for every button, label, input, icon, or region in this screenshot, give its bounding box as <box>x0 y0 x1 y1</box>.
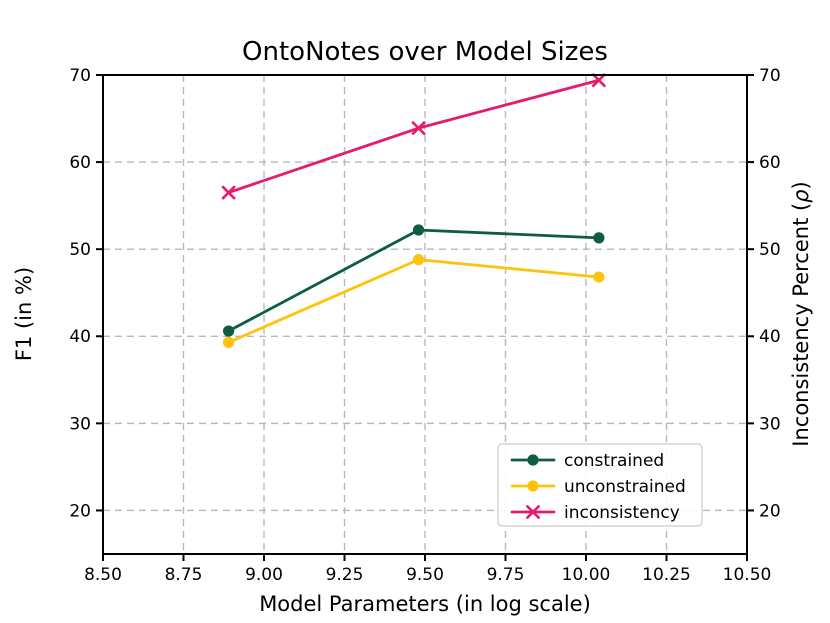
chart-render-layer: 8.50 8.75 9.00 9.25 9.50 9.75 10.00 10.25 10.50 2… <box>69 66 780 585</box>
chart-title: OntoNotes over Model Sizes <box>242 37 608 67</box>
legend-box <box>497 443 703 527</box>
x-axis-label: Model Parameters (in log scale) <box>259 592 591 616</box>
tick-labels: 8.50 8.75 9.00 9.25 9.50 9.75 10.00 10.25 10.50 2… <box>69 66 780 585</box>
y-tick-label-left: 70 <box>69 66 91 86</box>
x-tick-label: 8.75 <box>165 565 203 585</box>
data-point-inconsistency <box>591 73 606 88</box>
legend-label-inconsistency: inconsistency <box>564 503 680 523</box>
data-point-constrained <box>593 232 605 244</box>
data-point-constrained <box>222 325 235 337</box>
series-line-constrained <box>227 228 601 333</box>
data-point-constrained <box>527 454 539 466</box>
data-point-inconsistency <box>411 121 426 136</box>
y-axis-label-right: Inconsistency Percent (ρ) <box>789 181 813 446</box>
tick-marks <box>96 74 754 561</box>
x-tick-label: 10.00 <box>562 565 611 585</box>
y-tick-label-right: 20 <box>759 501 781 521</box>
x-tick-label: 9.50 <box>406 565 444 585</box>
legend-label-constrained: constrained <box>564 451 664 471</box>
legend-entry-constrained: constrained <box>510 451 664 471</box>
y-tick-label-left: 60 <box>69 153 91 173</box>
y-tick-label-right: 60 <box>759 153 781 173</box>
y-axis-label-left: F1 (in %) <box>12 267 36 361</box>
x-tick-label: 9.00 <box>245 565 283 585</box>
data-point-unconstrained <box>412 254 425 266</box>
x-tick-label: 8.50 <box>84 565 122 585</box>
y-tick-label-left: 40 <box>69 327 91 347</box>
series-unconstrained <box>222 254 605 348</box>
y-tick-label-right: 70 <box>759 66 781 86</box>
x-tick-label: 10.25 <box>642 565 691 585</box>
data-point-constrained <box>412 224 425 236</box>
series-inconsistency <box>221 73 606 200</box>
legend-label-unconstrained: unconstrained <box>564 477 686 497</box>
y-tick-label-left: 30 <box>69 414 91 434</box>
data-point-inconsistency <box>526 505 540 519</box>
y-tick-label-right: 50 <box>759 240 781 260</box>
y-tick-label-right: 30 <box>759 414 781 434</box>
x-tick-label: 9.25 <box>326 565 364 585</box>
series-constrained <box>222 224 605 337</box>
legend-entry-unconstrained: unconstrained <box>510 477 686 497</box>
data-point-inconsistency <box>221 185 236 200</box>
x-tick-label: 9.75 <box>487 565 525 585</box>
data-point-unconstrained <box>222 336 235 348</box>
legend-entry-inconsistency: inconsistency <box>510 503 680 523</box>
y-tick-label-left: 50 <box>69 240 91 260</box>
legend: constrained unconstrained inconsistency <box>497 443 703 527</box>
series-line-inconsistency <box>227 78 601 194</box>
y-tick-label-left: 20 <box>69 501 91 521</box>
x-tick-label: 10.50 <box>723 565 772 585</box>
y-tick-label-right: 40 <box>759 327 781 347</box>
data-point-unconstrained <box>593 271 605 283</box>
data-point-unconstrained <box>527 480 539 492</box>
